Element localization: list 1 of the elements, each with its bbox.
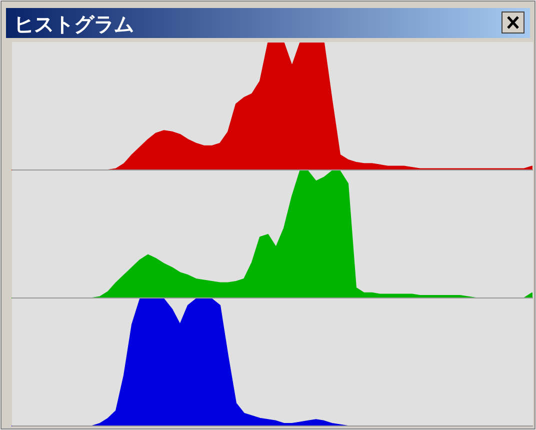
chart-title: ヒストグラム — [14, 12, 134, 36]
